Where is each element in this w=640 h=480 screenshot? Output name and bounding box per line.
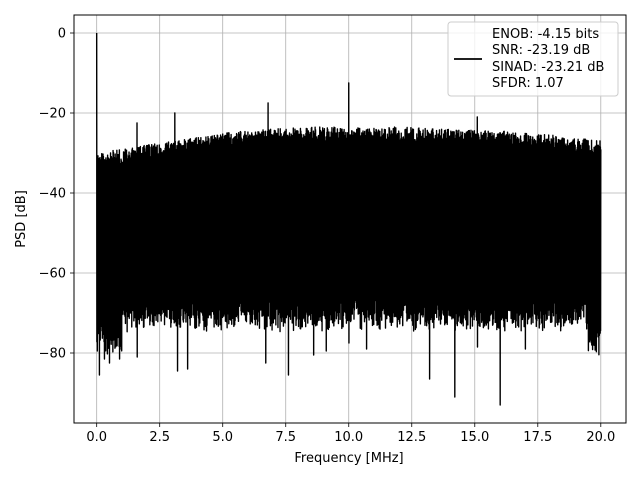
x-tick-label: 5.0 [212, 430, 233, 445]
y-axis-ticks: 0 −20 −40 −60 −80 [39, 27, 74, 362]
legend-entry-snr: SNR: -23.19 dB [492, 43, 590, 58]
y-tick-label: −80 [39, 347, 66, 362]
x-tick-label: 2.5 [149, 430, 170, 445]
y-tick-label: 0 [58, 27, 66, 42]
x-tick-label: 20.0 [586, 430, 615, 445]
y-axis-label: PSD [dB] [14, 190, 29, 248]
y-tick-label: −40 [39, 187, 66, 202]
x-tick-label: 12.5 [397, 430, 426, 445]
x-tick-label: 0.0 [86, 430, 107, 445]
legend-entry-enob: ENOB: -4.15 bits [492, 27, 599, 42]
psd-series [95, 32, 602, 406]
legend: ENOB: -4.15 bits SNR: -23.19 dB SINAD: -… [447, 21, 619, 97]
psd-line [95, 32, 602, 406]
y-tick-label: −60 [39, 267, 66, 282]
legend-entry-sfdr: SFDR: 1.07 [492, 76, 564, 91]
x-tick-label: 10.0 [334, 430, 363, 445]
x-axis-label: Frequency [MHz] [294, 451, 403, 466]
y-tick-label: −20 [39, 107, 66, 122]
x-axis-ticks: 0.0 2.5 5.0 7.5 10.0 12.5 15.0 17.5 20.0 [86, 423, 615, 445]
x-tick-label: 17.5 [523, 430, 552, 445]
plot-frame [73, 14, 627, 424]
legend-box [447, 21, 619, 97]
x-tick-label: 15.0 [460, 430, 489, 445]
x-tick-label: 7.5 [275, 430, 296, 445]
legend-entry-sinad: SINAD: -23.21 dB [492, 60, 604, 75]
